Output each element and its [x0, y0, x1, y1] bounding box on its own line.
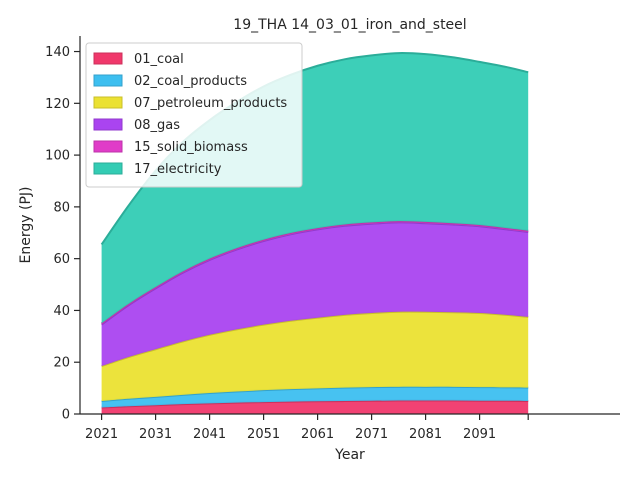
legend-label-17_electricity: 17_electricity [134, 162, 222, 177]
x-tick-label: 2061 [301, 427, 334, 442]
legend-label-15_solid_biomass: 15_solid_biomass [134, 140, 248, 155]
legend-swatch-17_electricity [93, 162, 123, 175]
x-tick-label: 2081 [409, 427, 442, 442]
axes-layer: 0 20 40 60 80 100 120 140 2021 2031 2041 2051 2061 20… [45, 36, 620, 442]
legend-swatch-08_gas [93, 118, 123, 131]
y-tick-label: 40 [53, 304, 70, 319]
x-tick-label: 2091 [463, 427, 496, 442]
y-tick-label: 120 [45, 97, 70, 112]
legend-box [85, 42, 303, 188]
legend: 01_coal 02_coal_products 07_petroleum_prod… [85, 42, 303, 188]
y-axis-label: Energy (PJ) [18, 187, 34, 264]
legend-label-01_coal: 01_coal [134, 52, 184, 67]
area-07_petroleum_products [101, 311, 529, 402]
legend-swatch-02_coal_products [93, 74, 123, 87]
area-17_electricity [101, 53, 529, 324]
x-tick-label: 2021 [85, 427, 118, 442]
x-tick-label: 2041 [193, 427, 226, 442]
x-tick-label: 2051 [247, 427, 280, 442]
chart-title: 19_THA 14_03_01_iron_and_steel [233, 17, 466, 33]
x-tick-label: 2031 [139, 427, 172, 442]
legend-swatch-01_coal [93, 52, 123, 65]
y-tick-label: 80 [53, 200, 70, 215]
legend-swatch-07_petroleum_products [93, 96, 123, 109]
legend-label-07_petroleum_products: 07_petroleum_products [134, 96, 287, 111]
area-08_gas [101, 222, 529, 367]
y-tick-label: 60 [53, 252, 70, 267]
area-02_coal_products [101, 386, 529, 408]
x-axis-label: Year [334, 447, 365, 463]
y-tick-label: 140 [45, 45, 70, 60]
y-tick-label: 20 [53, 356, 70, 371]
y-tick-label: 0 [62, 408, 70, 423]
x-tick-label: 2071 [355, 427, 388, 442]
legend-label-02_coal_products: 02_coal_products [134, 74, 247, 89]
legend-label-08_gas: 08_gas [134, 118, 180, 133]
y-tick-label: 100 [45, 149, 70, 164]
legend-swatch-15_solid_biomass [93, 140, 123, 153]
